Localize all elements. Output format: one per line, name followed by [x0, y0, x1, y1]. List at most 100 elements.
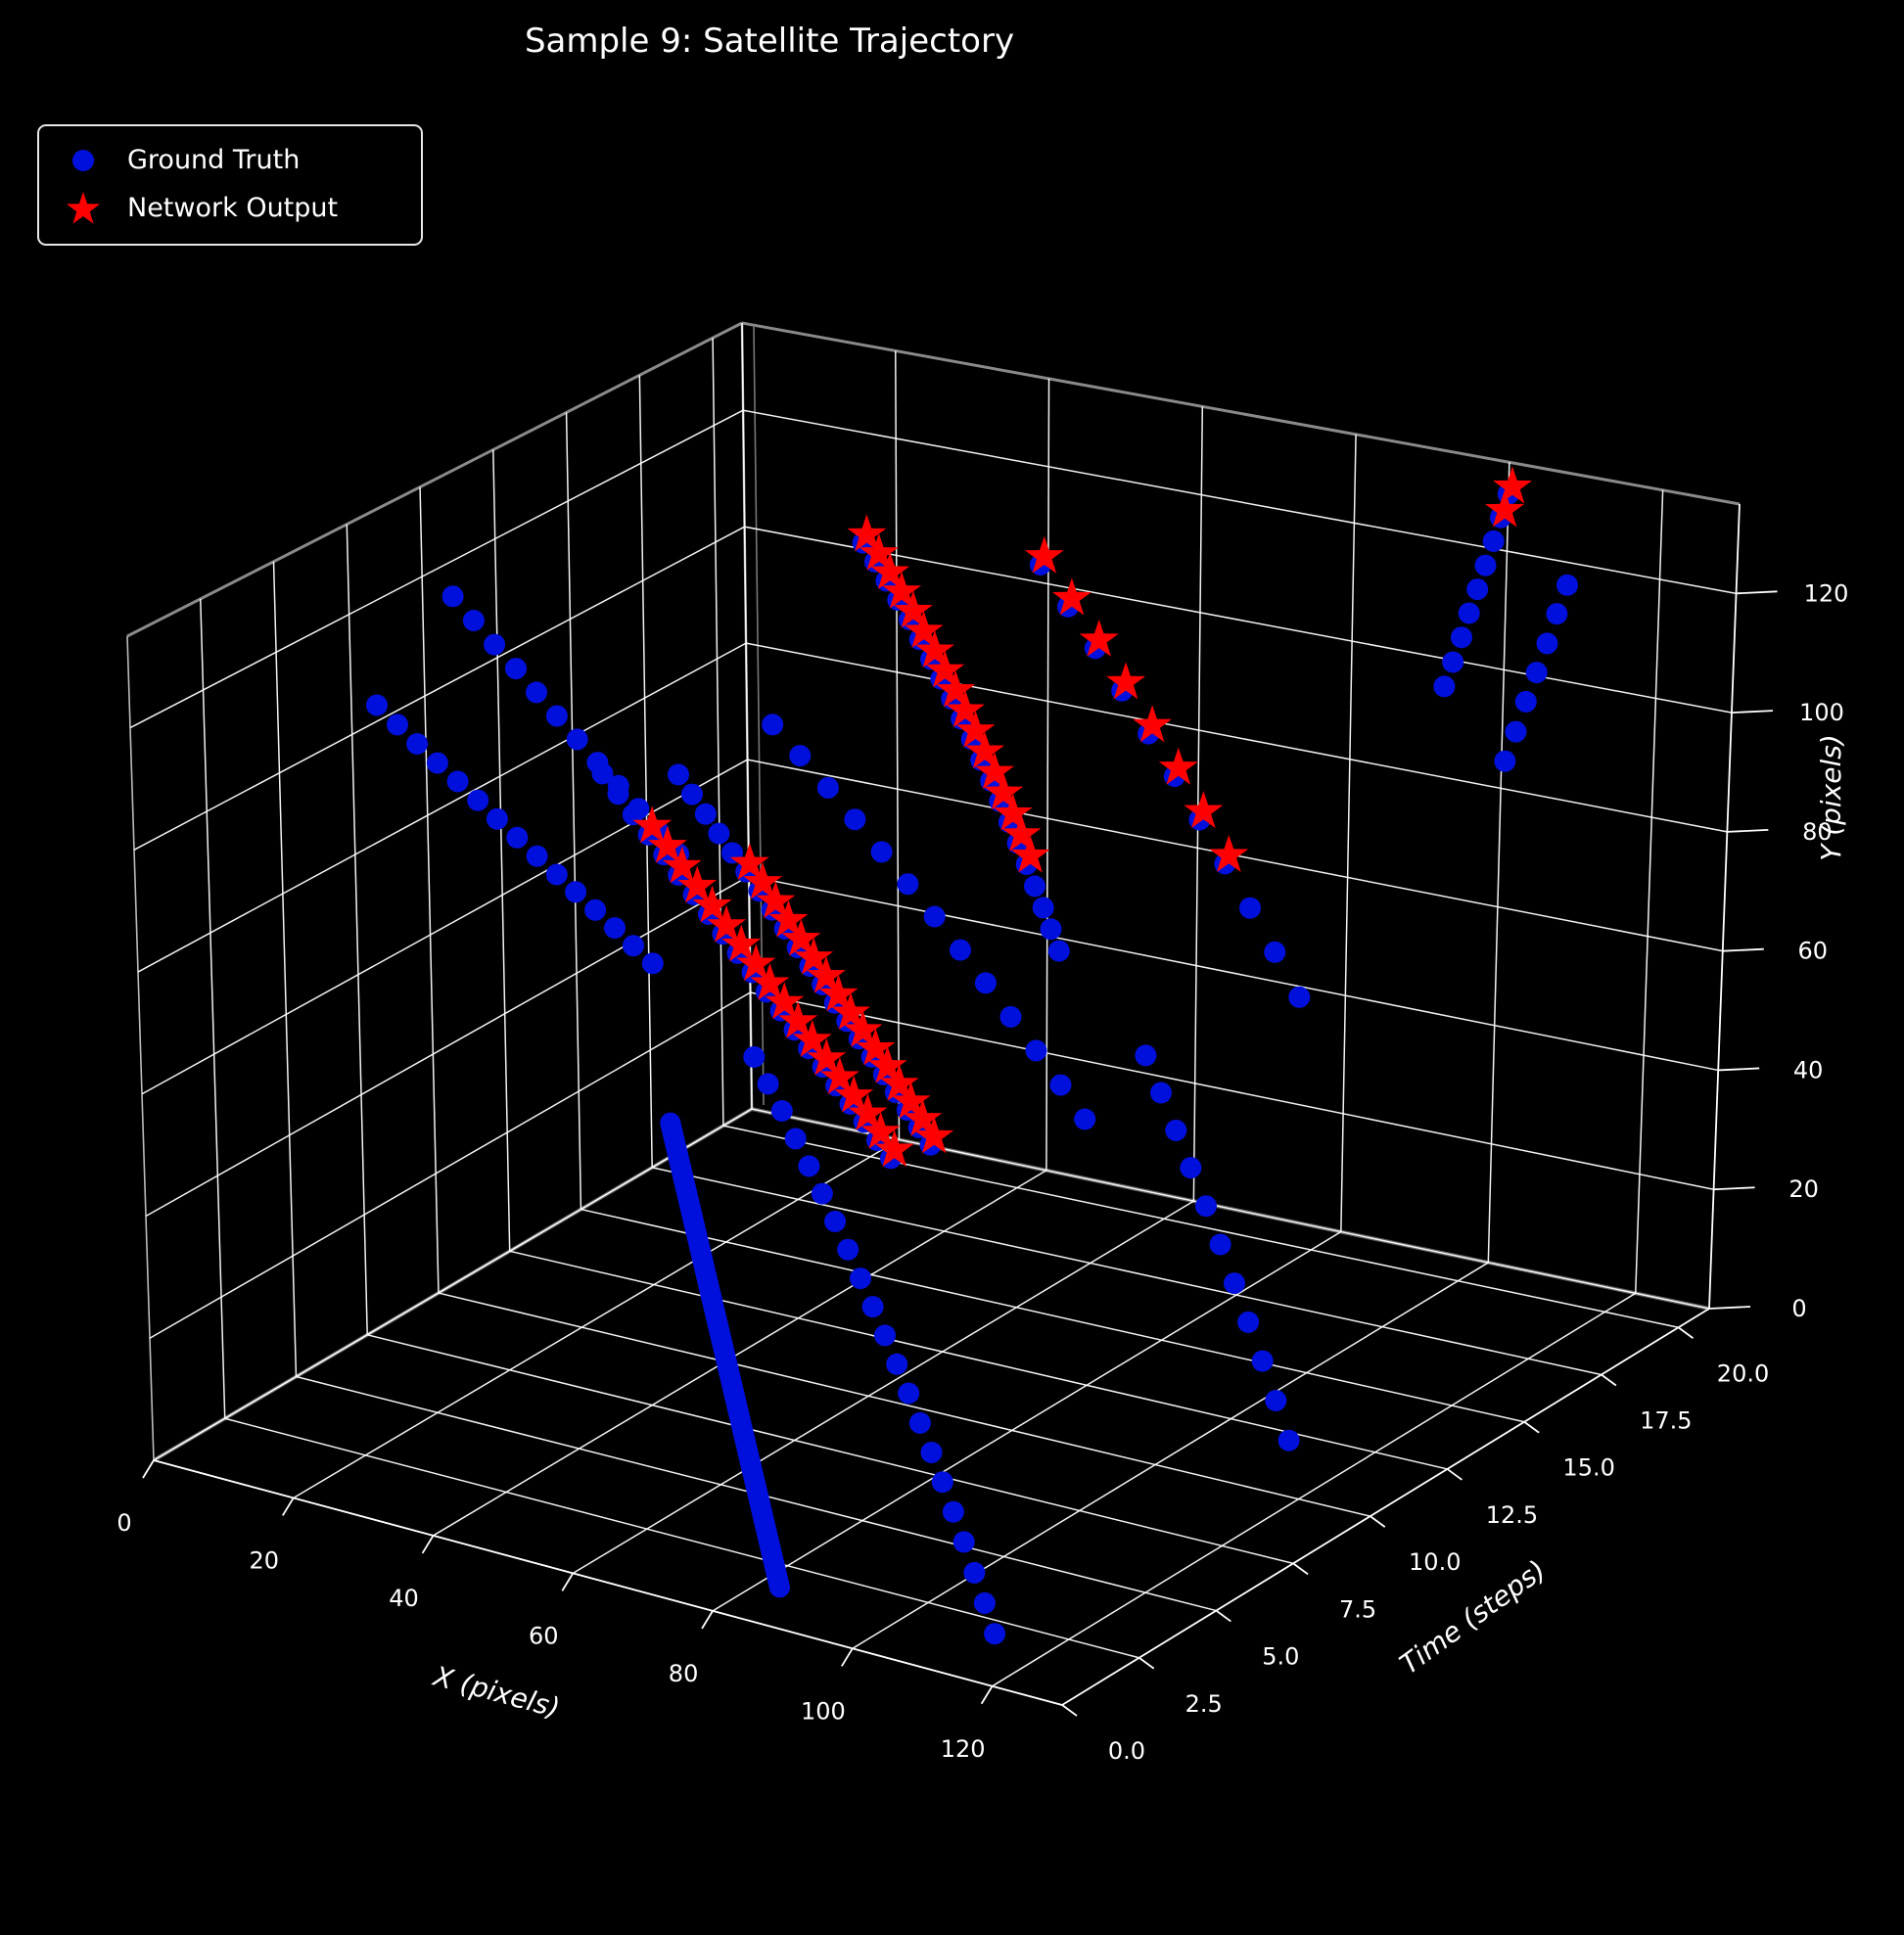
pane-edge	[126, 321, 743, 638]
ground-truth-point	[1265, 1390, 1287, 1411]
ground-truth-point	[565, 881, 587, 903]
network-output-point	[692, 885, 732, 923]
ground-truth-point	[366, 694, 388, 716]
ground-truth-point	[441, 585, 464, 608]
grid-line-time	[200, 598, 226, 1419]
network-output-point	[820, 1057, 859, 1094]
grid-line-x	[741, 322, 753, 1110]
ground-truth-point	[1277, 1429, 1300, 1451]
time-tick-label: 10.0	[1409, 1548, 1461, 1576]
time-tick-label: 20.0	[1717, 1359, 1769, 1387]
time-tick-mark	[1601, 1373, 1617, 1387]
y-tick-label: 0	[1791, 1295, 1806, 1322]
network-output-point	[904, 611, 944, 648]
x-tick-mark	[841, 1647, 854, 1667]
time-axis-spine	[1061, 1308, 1710, 1706]
y-tick-label: 80	[1802, 818, 1833, 846]
network-output-point	[965, 731, 1004, 769]
x-axis-label: X (pixels)	[429, 1659, 564, 1724]
ground-truth-point	[952, 1531, 975, 1553]
time-tick-mark	[1215, 1609, 1231, 1623]
y-tick-mark	[1718, 1067, 1760, 1072]
network-output-point	[993, 793, 1033, 831]
network-output-point	[736, 944, 776, 982]
ground-truth-point	[545, 705, 568, 727]
grid-line-y	[751, 1108, 1710, 1310]
ground-truth-point	[999, 1005, 1022, 1028]
ground-truth-point	[484, 633, 506, 656]
y-tick-label: 120	[1804, 579, 1849, 607]
ground-truth-point	[406, 733, 429, 755]
network-output-point	[955, 710, 996, 748]
network-output-point	[848, 1093, 888, 1131]
network-output-point	[1209, 835, 1249, 872]
ground-truth-point	[923, 905, 946, 928]
ground-truth-point	[607, 783, 629, 806]
x-tick-mark	[421, 1535, 435, 1554]
time-tick-mark	[1061, 1704, 1078, 1717]
ground-truth-point	[526, 681, 547, 704]
x-tick-label: 40	[389, 1585, 419, 1612]
ground-truth-point	[784, 1128, 807, 1150]
network-output-point	[1079, 619, 1119, 657]
ground-truth-point	[1032, 897, 1054, 919]
y-tick-mark	[1713, 1186, 1755, 1191]
grid-line-time	[565, 412, 582, 1210]
ground-truth-point	[604, 917, 626, 940]
network-output-point	[1106, 662, 1145, 700]
ground-truth-point	[770, 1100, 793, 1122]
network-output-point	[632, 806, 673, 844]
x-tick-label: 80	[669, 1660, 699, 1687]
network-output-point	[903, 1098, 943, 1136]
y-axis-label: Y (pixels)	[1815, 734, 1847, 861]
grid-line-y	[149, 991, 751, 1339]
ground-truth-point	[591, 762, 614, 785]
ground-truth-point	[1025, 1039, 1047, 1062]
network-output-point	[843, 1009, 883, 1047]
grid-line-x	[992, 1292, 1637, 1687]
ground-truth-point	[1074, 1108, 1096, 1130]
time-tick-mark	[1523, 1420, 1540, 1434]
network-output-point	[874, 1129, 914, 1168]
ground-truth-point	[462, 610, 485, 631]
ground-truth-point	[886, 1353, 908, 1375]
ground-truth-point	[1209, 1233, 1231, 1256]
ground-truth-point	[668, 763, 689, 786]
legend-label: Ground Truth	[127, 145, 301, 175]
x-tick-mark	[282, 1497, 295, 1516]
network-output-point	[867, 1045, 907, 1083]
ground-truth-point	[1288, 986, 1311, 1008]
time-tick-label: 5.0	[1262, 1643, 1299, 1671]
y-tick-mark	[1722, 947, 1764, 952]
ground-truth-point	[1556, 574, 1578, 596]
network-output-point	[1001, 813, 1042, 852]
grid-line-time	[438, 1292, 1370, 1517]
grid-line-x	[1340, 434, 1357, 1232]
pane-edge	[741, 321, 1741, 506]
ground-truth-point	[1047, 940, 1070, 962]
ground-truth-point	[1237, 1311, 1260, 1333]
network-output-point	[915, 630, 954, 668]
ground-truth-point	[898, 1382, 920, 1405]
ground-truth-point	[1546, 603, 1568, 625]
network-output-point	[882, 571, 922, 609]
ground-truth-point	[526, 845, 548, 867]
y-tick-label: 40	[1793, 1056, 1824, 1083]
ground-truth-point	[1474, 554, 1497, 576]
grid-line-time	[580, 1208, 1525, 1423]
dot-icon	[39, 149, 127, 171]
ground-truth-point	[844, 808, 866, 831]
ground-truth-point	[1458, 602, 1480, 624]
ground-truth-point	[1024, 875, 1045, 898]
ground-truth-point	[984, 1623, 1006, 1645]
ground-truth-point	[584, 898, 607, 921]
ground-truth-point	[1505, 720, 1527, 743]
grid-line-x	[1487, 462, 1510, 1263]
y-tick-label: 100	[1799, 699, 1844, 726]
grid-line-x	[1045, 378, 1050, 1171]
network-output-point	[891, 1081, 931, 1119]
grid-line-y	[742, 409, 1737, 595]
grid-line-y	[750, 991, 1714, 1190]
grid-line-time	[272, 561, 298, 1377]
